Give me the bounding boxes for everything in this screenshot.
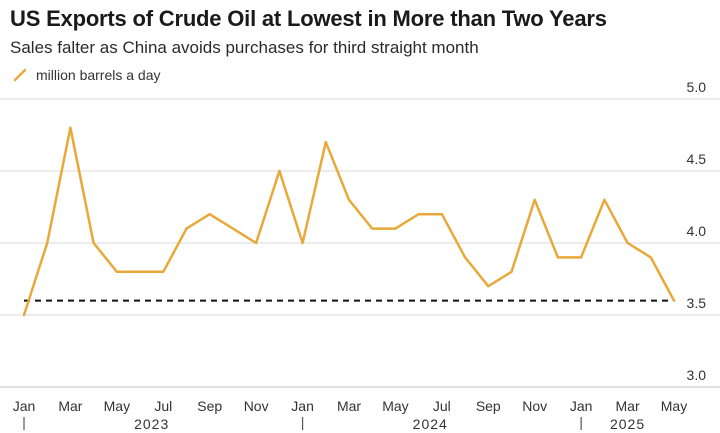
data-point [46, 241, 49, 245]
year-label: 2024 [413, 416, 448, 432]
data-point [603, 198, 606, 201]
gridlines [0, 98, 720, 388]
data-point [324, 141, 327, 144]
data-point [417, 213, 420, 216]
data-point [208, 213, 211, 216]
chart-title: US Exports of Crude Oil at Lowest in Mor… [10, 6, 607, 31]
year-label: 2025 [610, 416, 645, 432]
data-point [463, 256, 467, 259]
data-point [347, 198, 351, 201]
data-point [672, 299, 676, 302]
chart-subtitle: Sales falter as China avoids purchases f… [10, 38, 479, 57]
x-tick-label: Nov [244, 398, 269, 414]
data-point [394, 227, 397, 230]
data-point [533, 198, 536, 201]
data-point [115, 270, 119, 273]
legend: million barrels a day [12, 67, 161, 83]
x-tick-label: Sep [476, 398, 501, 414]
data-point [487, 285, 490, 288]
legend-label: million barrels a day [36, 67, 161, 83]
x-tick-label: Jan [570, 398, 593, 414]
data-point [556, 256, 560, 259]
x-tick-label: Nov [522, 398, 547, 414]
data-point [138, 270, 142, 273]
data-point [185, 227, 188, 230]
x-tick-label: May [661, 398, 687, 414]
y-tick-label: 5.0 [687, 79, 707, 95]
y-tick-label: 4.5 [687, 151, 707, 167]
data-point [649, 256, 652, 259]
series-layer [22, 126, 676, 317]
x-axis-ticks: Jan Mar May Jul Sep Nov Jan Mar May Jul Sep Nov Jan M… [13, 398, 688, 432]
data-point [371, 227, 374, 230]
data-point [254, 241, 258, 245]
x-tick-label: Jan [13, 398, 36, 414]
data-point [440, 213, 444, 216]
x-tick-label: Mar [616, 398, 640, 414]
data-point [278, 169, 281, 173]
data-point [579, 256, 583, 259]
year-label: 2023 [134, 416, 169, 432]
data-point [301, 241, 304, 245]
data-point [69, 126, 72, 129]
x-tick-label: Sep [197, 398, 222, 414]
series-line [22, 126, 676, 317]
data-point [626, 241, 629, 245]
data-point [510, 270, 513, 273]
data-point [162, 270, 165, 273]
data-point [92, 241, 95, 245]
x-tick-label: May [104, 398, 130, 414]
x-tick-label: Mar [58, 398, 82, 414]
data-point [231, 227, 235, 230]
y-tick-label: 4.0 [687, 223, 707, 239]
y-tick-label: 3.5 [687, 295, 707, 311]
data-point [22, 313, 26, 317]
x-tick-label: Jul [433, 398, 451, 414]
x-tick-label: Jul [154, 398, 172, 414]
x-tick-label: May [382, 398, 408, 414]
legend-line-icon [13, 68, 27, 82]
x-tick-label: Jan [291, 398, 314, 414]
x-tick-label: Mar [337, 398, 361, 414]
y-tick-label: 3.0 [687, 367, 707, 383]
y-axis-ticks: 5.0 4.5 4.0 3.5 3.0 [687, 79, 707, 383]
